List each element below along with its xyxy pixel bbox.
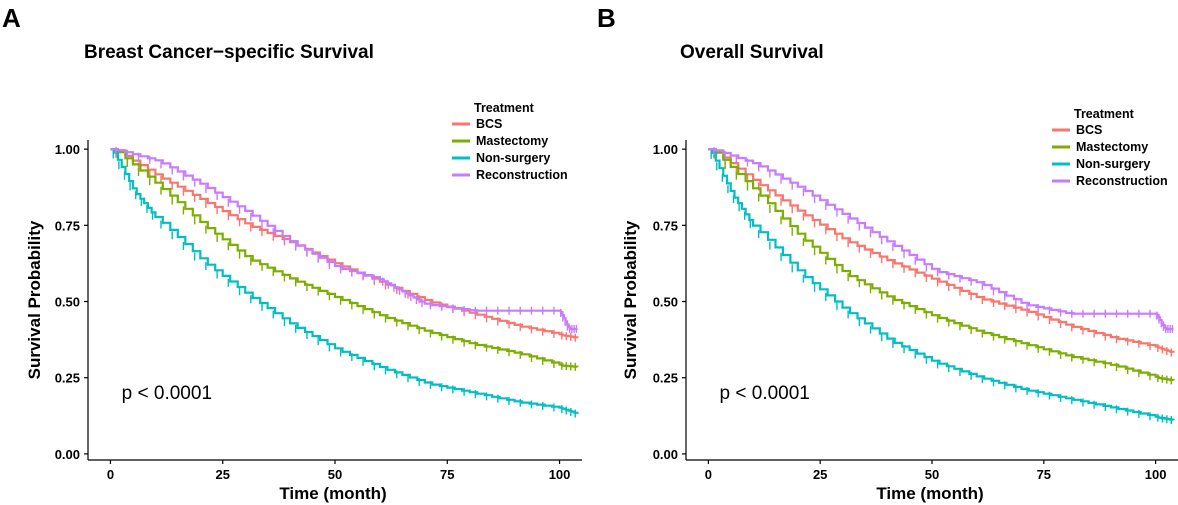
series-reconstruction-censor-marks [115,146,578,333]
legend-label-bcs: BCS [1076,123,1102,137]
y-tick-label: 0.50 [55,295,80,310]
x-tick-label: 100 [1145,467,1167,482]
chart-panel-b: B Overall Survival 0 25 50 75 100 0.00 0.25 0.50 0… [597,3,1178,503]
legend-label-non-surgery: Non-surgery [476,151,550,165]
legend-label-mastectomy: Mastectomy [1076,140,1148,154]
y-tick-label: 0.25 [653,371,678,386]
legend-label-bcs: BCS [476,117,502,131]
series-mastectomy-line [708,148,1175,382]
series-non-surgery-line [110,148,579,414]
series-mastectomy-censor-marks [713,150,1172,385]
panel-letter: B [597,3,616,33]
x-tick-label: 25 [813,467,827,482]
y-tick-label: 0.00 [653,447,678,462]
legend-label-reconstruction: Reconstruction [476,168,568,182]
x-tick-label: 75 [440,467,454,482]
x-tick-label: 0 [705,467,712,482]
x-tick-label: 50 [925,467,939,482]
series-non-surgery-line [708,148,1175,421]
series-mastectomy-censor-marks [115,149,576,371]
legend-title: Treatment [474,101,535,115]
series-reconstruction-censor-marks [713,147,1174,333]
y-tick-label: 0.75 [653,218,678,233]
x-tick-label: 0 [107,467,114,482]
series-reconstruction-line [110,148,578,331]
p-value-annotation: p < 0.0001 [720,383,810,404]
y-axis-title: Survival Probability [621,220,640,379]
series-non-surgery-censor-marks [710,150,1172,424]
y-tick-label: 0.00 [55,447,80,462]
x-axis-title: Time (month) [876,484,983,503]
y-tick-label: 0.50 [653,295,678,310]
legend-label-non-surgery: Non-surgery [1076,157,1150,171]
legend: Treatment BCS Mastectomy Non-surgery Reconst… [1052,107,1168,188]
y-axis-title: Survival Probability [25,220,44,379]
legend-label-reconstruction: Reconstruction [1076,174,1168,188]
chart-panel-a: A Breast Cancer−specific Survival 0 25 50 75 1… [2,3,582,503]
series-bcs-line [708,148,1175,353]
y-tick-label: 1.00 [55,142,80,157]
x-tick-label: 50 [328,467,342,482]
chart-title: Overall Survival [680,42,824,63]
x-axis-title: Time (month) [279,484,386,503]
p-value-annotation: p < 0.0001 [122,383,212,404]
chart-title: Breast Cancer−specific Survival [84,42,374,63]
y-tick-label: 0.75 [55,218,80,233]
series-mastectomy-line [110,148,579,368]
y-tick-label: 0.25 [55,371,80,386]
panel-letter: A [2,3,21,33]
legend: Treatment BCS Mastectomy Non-surgery Reconst… [452,101,568,182]
x-tick-label: 100 [549,467,571,482]
legend-title: Treatment [1074,107,1135,121]
x-tick-label: 75 [1037,467,1051,482]
x-tick-label: 25 [215,467,229,482]
y-tick-label: 1.00 [653,142,678,157]
series-non-surgery-censor-marks [112,150,576,418]
legend-label-mastectomy: Mastectomy [476,134,548,148]
